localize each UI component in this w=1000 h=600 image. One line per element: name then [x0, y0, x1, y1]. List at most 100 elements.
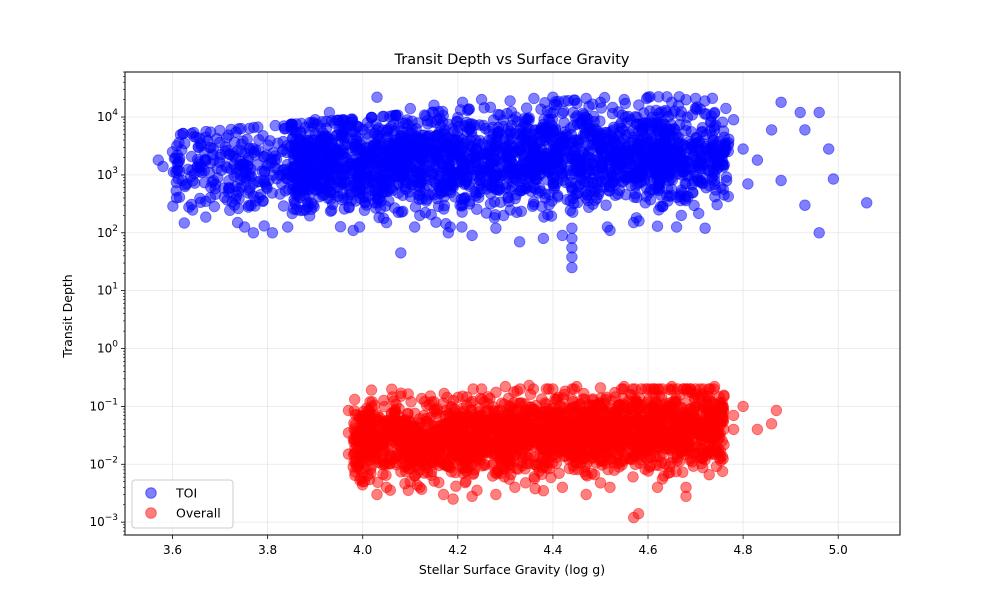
toi-point [515, 184, 527, 197]
toi-point [353, 164, 365, 177]
overall-point [393, 415, 406, 428]
overall-point [570, 419, 582, 432]
toi-point [380, 216, 393, 229]
toi-point [338, 192, 350, 204]
overall-point [656, 383, 669, 395]
toi-point [560, 176, 572, 189]
overall-point [395, 466, 407, 478]
toi-point [372, 192, 384, 205]
overall-point [438, 387, 450, 400]
toi-point [361, 116, 374, 129]
toi-point [397, 205, 409, 218]
toi-point [407, 138, 420, 151]
toi-point [374, 202, 387, 215]
toi-point [618, 93, 630, 106]
toi-point [381, 180, 393, 192]
toi-point [252, 121, 264, 133]
toi-point [643, 186, 656, 199]
toi-point [480, 148, 493, 161]
toi-point [243, 199, 255, 212]
toi-point [466, 229, 478, 242]
toi-point [616, 170, 628, 182]
toi-point [699, 108, 711, 120]
toi-point [541, 105, 554, 117]
toi-point [566, 261, 578, 274]
toi-point [257, 195, 269, 208]
toi-point [666, 144, 678, 156]
toi-point [708, 106, 721, 119]
toi-point [566, 222, 578, 234]
toi-point [674, 156, 686, 169]
toi-point [173, 191, 186, 203]
toi-point [521, 161, 533, 173]
overall-point [424, 411, 436, 424]
toi-point [558, 116, 570, 129]
toi-point [437, 109, 449, 122]
toi-point [679, 177, 691, 190]
toi-point [214, 151, 226, 164]
toi-point [651, 169, 664, 182]
toi-point [529, 141, 541, 154]
toi-point [497, 209, 510, 222]
toi-point [670, 221, 683, 233]
toi-point [272, 163, 284, 176]
toi-point [338, 123, 350, 135]
toi-point [398, 129, 411, 142]
toi-point [385, 153, 397, 165]
toi-point [562, 94, 574, 107]
overall-point [687, 449, 699, 462]
toi-point [539, 122, 552, 135]
toi-point [515, 205, 528, 218]
toi-point [460, 116, 473, 129]
toi-point [200, 195, 212, 208]
toi-point [484, 101, 497, 114]
toi-point [480, 183, 493, 195]
toi-point [641, 118, 653, 130]
toi-point [377, 166, 390, 179]
toi-point [174, 128, 187, 141]
toi-point [651, 122, 664, 135]
toi-point [178, 217, 191, 229]
overall-point [656, 433, 668, 446]
overall-point [416, 392, 428, 405]
toi-point [378, 110, 390, 123]
toi-point [544, 156, 556, 169]
toi-point [615, 160, 627, 172]
toi-point [238, 171, 250, 184]
toi-point [451, 148, 463, 161]
toi-point [209, 188, 222, 201]
toi-point [775, 96, 787, 109]
overall-point [625, 416, 638, 429]
toi-point [200, 211, 212, 223]
toi-point [709, 190, 721, 203]
toi-point [305, 152, 317, 164]
toi-point [222, 129, 235, 141]
toi-point [300, 168, 312, 181]
toi-point [414, 209, 426, 222]
toi-point [493, 181, 506, 194]
toi-point [636, 146, 648, 158]
overall-point [642, 394, 655, 406]
toi-point [475, 93, 488, 106]
toi-point [547, 91, 559, 103]
overall-point [653, 459, 666, 472]
toi-point [438, 199, 451, 212]
overall-point [506, 411, 518, 423]
overall-point [514, 397, 527, 410]
overall-point [670, 392, 682, 405]
toi-point [300, 204, 312, 216]
toi-point [688, 139, 700, 152]
overall-point [536, 393, 548, 405]
toi-point [596, 139, 608, 151]
toi-point [716, 116, 729, 128]
overall-point [460, 475, 472, 488]
overall-point [627, 471, 639, 483]
toi-point [526, 128, 538, 141]
toi-point [594, 127, 606, 140]
toi-point [298, 190, 310, 202]
toi-point [751, 154, 764, 166]
toi-point [425, 208, 437, 221]
toi-point [541, 174, 554, 186]
toi-point [233, 159, 246, 171]
toi-point [621, 116, 633, 129]
